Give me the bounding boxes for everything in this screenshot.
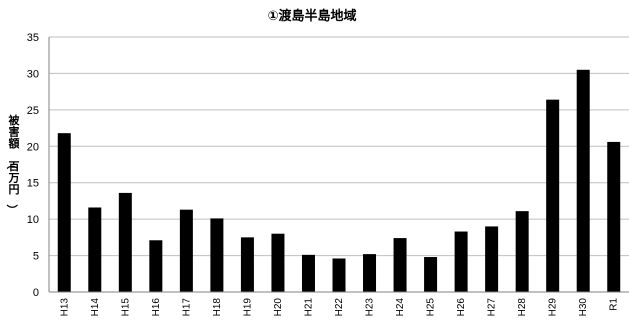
y-axis-label: 被害額（百万円） xyxy=(6,113,21,216)
bar xyxy=(454,231,468,292)
bar xyxy=(57,133,71,292)
x-tick-label: H26 xyxy=(456,298,467,317)
x-tick-label: H29 xyxy=(548,298,559,317)
bar xyxy=(149,240,163,292)
y-tick-label: 0 xyxy=(33,287,39,299)
bar xyxy=(179,209,193,292)
x-tick-label: H14 xyxy=(90,298,101,317)
y-tick-label: 5 xyxy=(33,251,39,263)
bar xyxy=(118,192,132,292)
x-axis-ticks: H13 H14 H15 H16 H17 H18 H19 H20 H21 H22 H23 H24 H25 H… xyxy=(59,298,619,317)
gridlines xyxy=(49,36,629,257)
bar xyxy=(546,99,560,292)
bar xyxy=(363,254,377,292)
y-tick-label: 30 xyxy=(27,68,39,80)
bar xyxy=(607,141,621,292)
bar xyxy=(576,69,590,292)
x-tick-label: H27 xyxy=(487,298,498,317)
bar xyxy=(515,211,529,292)
y-tick-label: 20 xyxy=(27,141,39,153)
bar xyxy=(271,233,285,292)
bar xyxy=(424,257,438,292)
x-tick-label: H16 xyxy=(151,298,162,317)
x-tick-label: H13 xyxy=(59,298,70,317)
x-tick-label: H19 xyxy=(242,298,253,317)
y-tick-label: 10 xyxy=(27,214,39,226)
bar xyxy=(332,258,346,292)
y-tick-label: 35 xyxy=(27,32,39,44)
x-tick-label: H18 xyxy=(212,298,223,317)
x-tick-label: H24 xyxy=(395,298,406,317)
y-tick-label: 15 xyxy=(27,178,39,190)
y-axis-label-text: 被害額（百万円） xyxy=(6,113,21,216)
x-tick-label: H21 xyxy=(303,298,314,317)
bar xyxy=(88,207,102,292)
x-tick-label: H17 xyxy=(181,298,192,317)
x-tick-label: H23 xyxy=(365,298,376,317)
bars xyxy=(57,69,621,292)
chart-title: ①渡島半島地域 xyxy=(267,8,356,24)
x-tick-label: H20 xyxy=(273,298,284,317)
y-tick-label: 25 xyxy=(27,105,39,117)
x-tick-label: H15 xyxy=(120,298,131,317)
bar xyxy=(485,226,499,292)
x-tick-label: H30 xyxy=(578,298,589,317)
x-tick-label: R1 xyxy=(609,298,620,311)
x-tick-label: H25 xyxy=(426,298,437,317)
bar xyxy=(210,218,224,292)
x-tick-label: H22 xyxy=(334,298,345,317)
bar xyxy=(301,254,315,292)
bar xyxy=(240,237,254,292)
y-axis-ticks: 0 5 10 15 20 25 30 35 xyxy=(27,32,39,299)
bar xyxy=(393,238,407,292)
x-tick-label: H28 xyxy=(517,298,528,317)
